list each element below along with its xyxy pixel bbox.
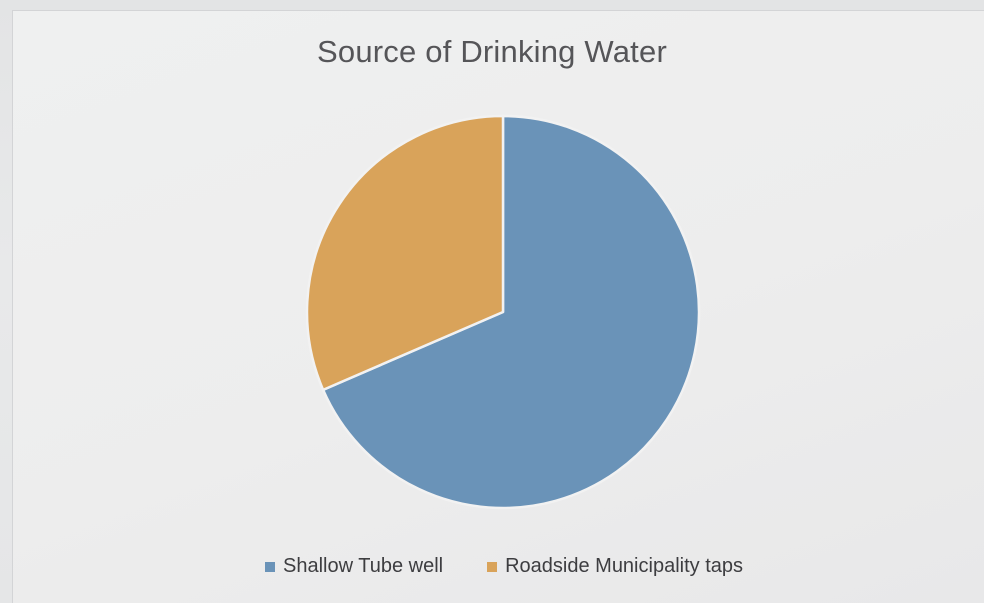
legend-item-roadside-municipality-taps: Roadside Municipality taps bbox=[487, 555, 743, 578]
chart-title: Source of Drinking Water bbox=[317, 34, 667, 69]
legend-item-shallow-tube-well: Shallow Tube well bbox=[265, 555, 443, 578]
chart-legend: Shallow Tube well Roadside Municipality t… bbox=[0, 555, 984, 578]
pie-slice-shallow-tube-well bbox=[321, 114, 701, 510]
pie-slice-roadside-municipality-taps bbox=[305, 114, 505, 392]
legend-label: Roadside Municipality taps bbox=[505, 555, 743, 577]
legend-label: Shallow Tube well bbox=[283, 555, 444, 577]
legend-swatch bbox=[487, 561, 498, 572]
legend-swatch bbox=[265, 561, 275, 572]
